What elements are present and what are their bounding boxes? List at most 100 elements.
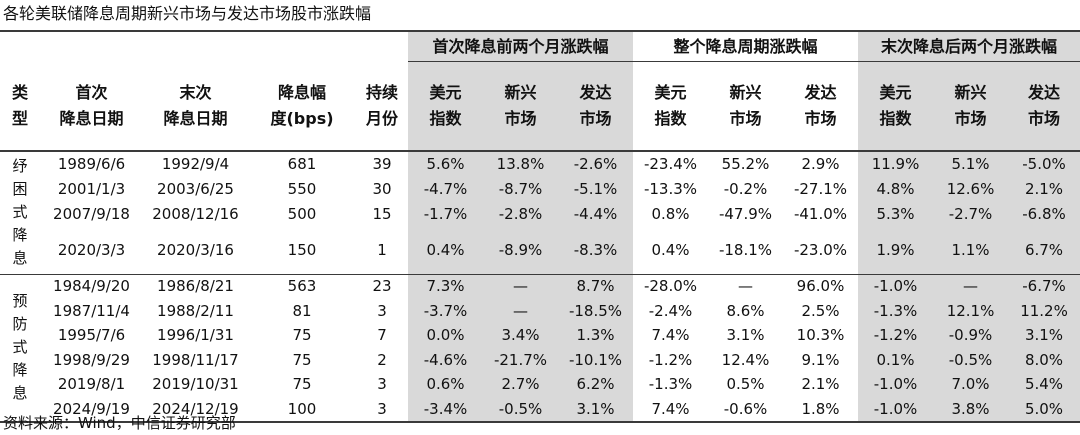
cell-bps: 75: [292, 350, 312, 369]
table-row: 纾困式降息 1989/6/6 1992/9/4 681 39 5.6% 13.8% -2.6%…: [0, 151, 1080, 267]
cell-value: -0.2%: [723, 179, 768, 198]
cell-value: 5.4%: [1008, 372, 1080, 396]
col-header-dm: 发达 市场: [1008, 61, 1080, 152]
header-line: 降息幅: [277, 82, 326, 102]
cell-value: 55.2%: [721, 155, 770, 173]
table-row: 2020/3/3 2020/3/16 150 1 0.4% -8.9% -8.3% 0.4% -…: [0, 226, 1080, 274]
table-row: 2001/1/3 2003/6/25 550 30 -4.7% -8.7% -5.1% -13…: [0, 176, 1080, 201]
cell-value: -28.0%: [633, 273, 708, 298]
cell-value: 11.2%: [1008, 298, 1080, 323]
group-header-post: 末次降息后两个月涨跌幅: [858, 30, 1080, 62]
cell-value: -6.7%: [1008, 273, 1080, 298]
category-preventive: 预防式降息: [0, 273, 40, 423]
cell-first-date: 2020/3/3: [57, 240, 126, 259]
header-line: 新兴: [504, 83, 537, 102]
cell-months: 23: [356, 273, 408, 298]
cell-value: —: [483, 298, 558, 323]
header-line: 市场: [1028, 109, 1061, 128]
cell-value: 2.9%: [801, 155, 840, 173]
cell-value: 5.3%: [858, 201, 934, 226]
category-char: 式: [12, 203, 28, 222]
cell-value: 2.5%: [801, 301, 840, 320]
category-char: 防: [12, 315, 28, 334]
cell-value: 11.9%: [858, 151, 934, 176]
cell-value: —: [483, 273, 558, 298]
cell-value: 9.1%: [801, 350, 840, 369]
col-header-usd: 美元 指数: [408, 61, 483, 152]
table-row: 2007/9/18 2008/12/16 500 15 -1.7% -2.8% -4.4% 0…: [0, 201, 1080, 226]
cell-first-date: 1998/9/29: [53, 350, 130, 369]
cell-first-date: 2001/1/3: [57, 179, 126, 198]
cell-value: -27.1%: [793, 179, 848, 198]
cell-value: -1.3%: [858, 298, 934, 323]
cell-value: -8.3%: [558, 226, 633, 274]
table-row: 1995/7/6 1996/1/31 75 7 0.0% 3.4% 1.3% 7.4% 3.1%…: [0, 323, 1080, 347]
cell-value: -2.8%: [483, 201, 558, 226]
header-line: 市场: [579, 109, 612, 128]
col-header-first-date: 首次 降息日期: [40, 61, 143, 152]
cell-value: 8.6%: [726, 301, 765, 320]
cell-bps: 563: [248, 273, 356, 298]
col-header-type: 类型: [0, 61, 40, 152]
cell-value: -0.5%: [933, 347, 1009, 372]
cell-months: 2: [377, 350, 387, 369]
header-line: 新兴: [954, 83, 987, 102]
cell-last-date: 2003/6/25: [157, 179, 234, 198]
header-line: 发达: [579, 83, 612, 102]
category-char: 降: [12, 226, 28, 245]
table-row: 2019/8/1 2019/10/31 75 3 0.6% 2.7% 6.2% -1.3% 0.…: [0, 372, 1080, 396]
header-line: 首次: [75, 82, 108, 102]
header-line: 月份: [365, 108, 398, 128]
cell-value: -21.7%: [483, 347, 558, 372]
category-char: 息: [12, 384, 28, 403]
cell-value: 6.7%: [1008, 226, 1080, 274]
cell-value: 5.0%: [1008, 396, 1080, 423]
cell-value: 0.5%: [726, 375, 765, 393]
header-line: 市场: [804, 109, 837, 128]
cell-value: 1.8%: [783, 396, 859, 423]
cell-value: 7.4%: [633, 396, 708, 423]
cell-months: 1: [377, 240, 387, 259]
header-line: 美元: [879, 83, 912, 102]
cell-value: 8.0%: [1008, 347, 1080, 372]
cell-value: —: [708, 273, 783, 298]
cell-value: -0.6%: [708, 396, 783, 423]
cell-value: -2.6%: [558, 151, 633, 176]
cell-months: 3: [377, 301, 387, 320]
cell-value: -1.0%: [858, 372, 934, 396]
cell-value: 2.7%: [483, 372, 558, 396]
cell-value: -3.4%: [408, 396, 483, 423]
cell-value: 13.8%: [483, 151, 558, 176]
cell-value: 3.8%: [933, 396, 1009, 423]
header-line: 降息日期: [59, 108, 124, 128]
header-line: 末次: [179, 82, 212, 102]
header-line: 市场: [729, 109, 762, 128]
cell-last-date: 2019/10/31: [152, 375, 239, 393]
table-row: 2024/9/19 2024/12/19 100 3 -3.4% -0.5% 3.1% 7.4…: [0, 396, 1080, 423]
cell-value: -4.4%: [558, 201, 633, 226]
cell-value: -23.4%: [643, 155, 698, 173]
cell-value: 1.9%: [858, 226, 934, 274]
table-title: 各轮美联储降息周期新兴市场与发达市场股市涨跌幅: [3, 4, 372, 23]
cell-value: 12.4%: [721, 350, 770, 369]
header-line: 新兴: [729, 83, 762, 102]
cell-value: 7.3%: [408, 273, 483, 298]
cell-value: 12.6%: [933, 176, 1009, 201]
col-header-em: 新兴 市场: [933, 61, 1009, 152]
cell-value: 7.0%: [933, 372, 1009, 396]
cell-bps: 81: [292, 301, 312, 320]
category-relief: 纾困式降息: [0, 151, 40, 274]
cell-value: -1.2%: [648, 350, 693, 369]
cell-value: -1.2%: [858, 323, 934, 347]
header-line: 指数: [429, 109, 462, 128]
header-line: 指数: [879, 109, 912, 128]
category-char: 预: [12, 292, 28, 311]
cell-bps: 500: [287, 204, 317, 223]
cell-value: 2.1%: [1008, 176, 1080, 201]
cell-last-date: 2008/12/16: [152, 204, 239, 223]
cell-value: 10.3%: [796, 326, 845, 344]
cell-last-date: 2024/12/19: [143, 396, 248, 423]
category-char: 困: [12, 180, 28, 199]
cell-bps: 100: [248, 396, 356, 423]
cell-months: 30: [372, 179, 392, 198]
